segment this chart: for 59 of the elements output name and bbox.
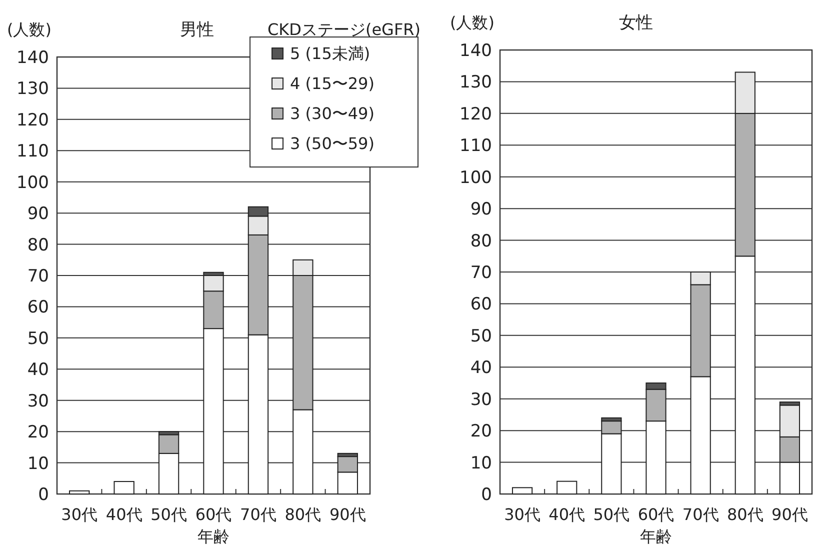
x-tick-label: 30代: [504, 505, 540, 524]
y-tick-label: 110: [460, 136, 492, 156]
chart-title: 男性: [180, 20, 214, 40]
x-tick-label: 40代: [548, 505, 586, 524]
y-tick-label: 80: [27, 235, 49, 256]
x-tick-label: 30代: [61, 505, 98, 524]
x-tick-label: 60代: [638, 505, 674, 524]
x-tick-label: 80代: [284, 505, 322, 524]
y-tick-label: 90: [470, 200, 492, 220]
y-tick-label: 50: [470, 326, 492, 346]
x-tick-label: 70代: [240, 505, 276, 524]
bar: [114, 481, 134, 494]
chart-title: 女性: [619, 13, 653, 33]
y-axis-title: (人数): [450, 13, 494, 32]
y-tick-label: 90: [27, 204, 49, 224]
y-tick-label: 70: [470, 263, 492, 283]
y-tick-label: 110: [16, 142, 49, 162]
legend-label: 3 (50〜59): [290, 134, 374, 153]
y-tick-label: 60: [27, 298, 49, 318]
legend-label: 3 (30〜49): [290, 104, 374, 123]
x-tick-label: 80代: [726, 505, 764, 524]
y-tick-label: 130: [460, 72, 492, 93]
y-tick-label: 50: [27, 328, 49, 349]
legend-label: 5 (15未満): [290, 44, 370, 63]
y-tick-label: 140: [460, 41, 492, 61]
x-tick-label: 70代: [682, 505, 719, 524]
legend-title: CKDステージ(eGFR): [267, 20, 421, 39]
x-axis-title: 年齢: [640, 527, 672, 546]
x-tick-label: 50代: [150, 505, 187, 524]
y-tick-label: 0: [38, 485, 49, 505]
x-tick-label: 50代: [593, 505, 630, 524]
y-tick-label: 130: [16, 79, 49, 100]
x-tick-label: 90代: [772, 505, 808, 524]
x-tick-label: 90代: [329, 505, 366, 524]
legend-label: 4 (15〜29): [290, 74, 374, 93]
y-tick-label: 30: [470, 390, 492, 410]
y-axis-title: (人数): [7, 20, 52, 39]
y-tick-label: 120: [16, 110, 49, 130]
y-tick-label: 20: [27, 422, 49, 443]
bar: [69, 490, 90, 494]
y-tick-label: 10: [27, 454, 49, 474]
y-tick-label: 0: [481, 485, 492, 505]
y-tick-label: 100: [16, 172, 49, 193]
y-tick-label: 80: [470, 231, 492, 252]
bar: [556, 480, 578, 494]
y-tick-label: 60: [470, 294, 492, 315]
bar: [512, 487, 533, 494]
x-tick-label: 40代: [106, 505, 142, 524]
y-tick-label: 40: [470, 358, 492, 378]
y-tick-label: 120: [460, 104, 492, 124]
y-tick-label: 30: [27, 391, 49, 412]
y-tick-label: 100: [460, 168, 492, 188]
y-tick-label: 140: [16, 48, 49, 68]
y-tick-label: 70: [27, 266, 49, 286]
y-tick-label: 10: [470, 453, 492, 474]
y-tick-label: 40: [27, 360, 49, 380]
x-axis-title: 年齢: [198, 527, 230, 546]
y-tick-label: 20: [470, 422, 492, 442]
x-tick-label: 60代: [195, 505, 232, 524]
